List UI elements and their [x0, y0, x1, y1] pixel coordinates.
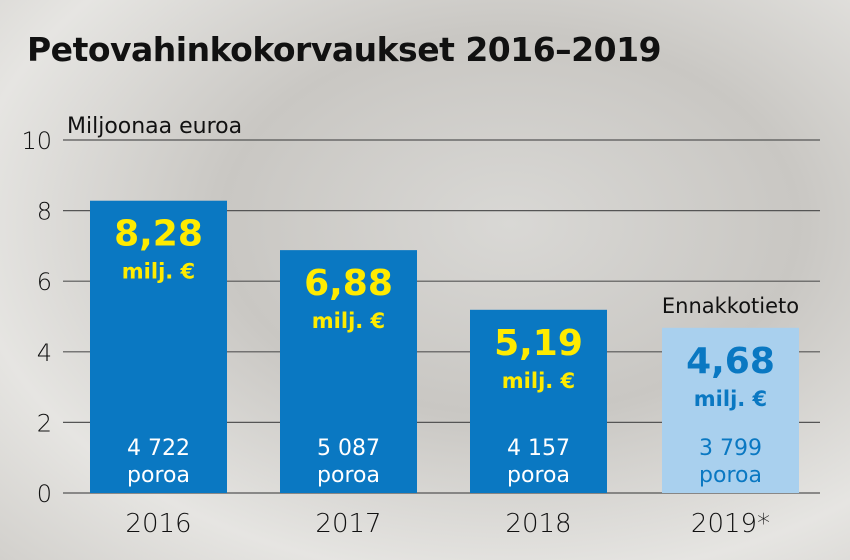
- reindeer-unit: poroa: [699, 463, 762, 488]
- y-tick-label: 6: [37, 268, 52, 296]
- value-label: 8,28: [114, 214, 203, 255]
- bar: [90, 200, 227, 493]
- unit-label: milj. €: [312, 309, 385, 333]
- reindeer-unit: poroa: [127, 463, 190, 488]
- unit-label: milj. €: [502, 369, 575, 393]
- y-tick-label: 4: [37, 339, 52, 367]
- y-tick-label: 2: [37, 409, 52, 437]
- preliminary-note: Ennakkotieto: [662, 294, 799, 318]
- y-axis-label: Miljoonaa euroa: [67, 114, 242, 139]
- x-tick-label: 2018: [505, 509, 571, 539]
- y-tick-label: 8: [37, 198, 52, 226]
- y-tick-label: 10: [21, 127, 52, 155]
- reindeer-count: 4 722: [127, 436, 190, 461]
- reindeer-count: 3 799: [699, 436, 762, 461]
- value-label: 6,88: [304, 263, 393, 304]
- reindeer-count: 4 157: [507, 436, 570, 461]
- bar: [662, 327, 799, 493]
- chart-title: Petovahinkokorvaukset 2016–2019: [27, 30, 662, 69]
- y-tick-label: 0: [37, 480, 52, 508]
- value-label: 4,68: [686, 341, 775, 382]
- x-tick-label: 2016: [125, 509, 191, 539]
- reindeer-count: 5 087: [317, 436, 380, 461]
- reindeer-unit: poroa: [507, 463, 570, 488]
- x-tick-label: 2017: [315, 509, 381, 539]
- x-tick-label: 2019*: [691, 509, 770, 539]
- value-label: 5,19: [494, 323, 583, 364]
- unit-label: milj. €: [694, 387, 767, 411]
- bar: [280, 250, 417, 493]
- reindeer-unit: poroa: [317, 463, 380, 488]
- bar: [470, 309, 607, 493]
- unit-label: milj. €: [122, 260, 195, 284]
